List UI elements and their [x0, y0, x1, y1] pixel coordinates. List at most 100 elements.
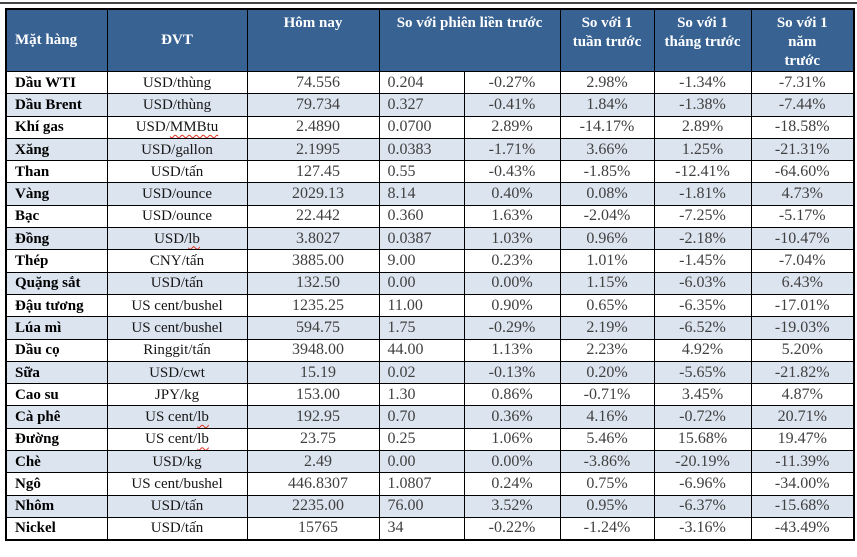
change-pct-value: 1.06%	[463, 427, 561, 452]
change-pct-value: 0.00%	[463, 271, 561, 295]
today-value: 74.556	[246, 70, 380, 95]
today-value: 15.19	[246, 360, 380, 385]
today-value: 2235.00	[246, 494, 380, 518]
change-abs-value: 76.00	[378, 494, 465, 518]
vs-week-value: 2.23%	[559, 338, 655, 362]
change-abs-value: 0.327	[378, 93, 465, 117]
vs-year-value: 6.43%	[750, 271, 855, 295]
table-body: Dầu WTI USD/thùng 74.556 0.204 -0.27% 2.98% -1…	[5, 70, 855, 541]
table-row: Nhôm USD/tấn 2235.00 76.00 3.52% 0.95% -6.37% -…	[5, 494, 855, 518]
today-value: 15765	[246, 516, 380, 541]
vs-week-value: 0.65%	[559, 293, 655, 318]
vs-month-value: -1.81%	[653, 182, 752, 206]
today-value: 127.45	[246, 160, 380, 184]
change-pct-value: 2.89%	[463, 115, 561, 139]
vs-week-value: 4.16%	[559, 405, 655, 429]
today-value: 3885.00	[246, 249, 380, 273]
change-pct-value: 3.52%	[463, 494, 561, 518]
vs-year-value: 19.47%	[750, 427, 855, 452]
today-value: 3948.00	[246, 338, 380, 362]
table-row: Vàng USD/ounce 2029.13 8.14 0.40% 0.08% -1.81%…	[5, 182, 855, 206]
vs-year-value: 4.73%	[750, 182, 855, 206]
vs-year-value: 4.87%	[750, 383, 855, 407]
vs-month-value: -6.52%	[653, 316, 752, 340]
vs-year-value: 5.20%	[750, 338, 855, 362]
vs-month-value: -6.03%	[653, 271, 752, 295]
vs-week-value: 0.96%	[559, 227, 655, 251]
vs-week-value: -1.85%	[559, 160, 655, 184]
vs-month-value: -0.72%	[653, 405, 752, 429]
vs-week-value: -3.86%	[559, 450, 655, 474]
table-row: Đậu tương US cent/bushel 1235.25 11.00 0.90%…	[5, 293, 855, 318]
change-abs-value: 1.0807	[378, 472, 465, 496]
change-pct-value: 1.03%	[463, 227, 561, 251]
vs-month-value: -6.96%	[653, 472, 752, 496]
vs-year-value: -7.31%	[750, 70, 855, 95]
change-abs-value: 0.70	[378, 405, 465, 429]
commodity-name: Dầu WTI	[5, 70, 108, 95]
change-pct-value: 0.36%	[463, 405, 561, 429]
change-abs-value: 0.204	[378, 70, 465, 95]
commodity-name: Dầu Brent	[5, 93, 108, 117]
col-header-vs-week: So với 1 tuần trước	[559, 8, 655, 72]
change-pct-value: 0.40%	[463, 182, 561, 206]
unit-cell: USD/ounce	[106, 182, 248, 206]
commodity-name: Chè	[5, 450, 108, 474]
commodity-name: Ngô	[5, 472, 108, 496]
change-abs-value: 0.0383	[378, 137, 465, 162]
vs-year-value: -7.44%	[750, 93, 855, 117]
vs-month-value: -20.19%	[653, 450, 752, 474]
commodity-name: Đồng	[5, 227, 108, 251]
unit-cell: US cent/lb	[106, 427, 248, 452]
table-row: Dầu cọ Ringgit/tấn 3948.00 44.00 1.13% 2.23% 4…	[5, 338, 855, 362]
table-row: Dầu Brent USD/thùng 79.734 0.327 -0.41% 1.84%…	[5, 93, 855, 117]
commodity-name: Đậu tương	[5, 293, 108, 318]
vs-month-value: -1.38%	[653, 93, 752, 117]
vs-year-value: -11.39%	[750, 450, 855, 474]
unit-cell: US cent/bushel	[106, 293, 248, 318]
change-abs-value: 0.00	[378, 450, 465, 474]
vs-year-value: -19.03%	[750, 316, 855, 340]
today-value: 2.49	[246, 450, 380, 474]
change-pct-value: 0.86%	[463, 383, 561, 407]
today-value: 2.4890	[246, 115, 380, 139]
vs-year-value: -17.01%	[750, 293, 855, 318]
spellcheck-flagged-word: MMBtu	[169, 119, 219, 136]
change-abs-value: 0.55	[378, 160, 465, 184]
commodity-name: Sữa	[5, 360, 108, 385]
vs-month-value: -5.65%	[653, 360, 752, 385]
vs-week-value: 5.46%	[559, 427, 655, 452]
spellcheck-flagged-word: lb	[197, 431, 209, 448]
change-abs-value: 0.360	[378, 204, 465, 229]
vs-month-value: -1.45%	[653, 249, 752, 273]
vs-month-value: 2.89%	[653, 115, 752, 139]
change-pct-value: -0.27%	[463, 70, 561, 95]
unit-cell: USD/thùng	[106, 70, 248, 95]
vs-month-value: -7.25%	[653, 204, 752, 229]
vs-week-value: 1.84%	[559, 93, 655, 117]
commodity-name: Khí gas	[5, 115, 108, 139]
header-row: Mặt hàng ĐVT Hôm nay So với phiên liền t…	[5, 8, 855, 72]
unit-cell: JPY/kg	[106, 383, 248, 407]
vs-year-value: -18.58%	[750, 115, 855, 139]
today-value: 23.75	[246, 427, 380, 452]
table-row: Cà phê US cent/lb 192.95 0.70 0.36% 4.16% -0.7…	[5, 405, 855, 429]
change-pct-value: 0.00%	[463, 450, 561, 474]
today-value: 79.734	[246, 93, 380, 117]
top-rule-line	[0, 2, 857, 4]
change-pct-value: 0.24%	[463, 472, 561, 496]
vs-week-value: 3.66%	[559, 137, 655, 162]
change-pct-value: -0.43%	[463, 160, 561, 184]
today-value: 132.50	[246, 271, 380, 295]
vs-month-value: -3.16%	[653, 516, 752, 541]
vs-week-value: 0.20%	[559, 360, 655, 385]
commodity-name: Vàng	[5, 182, 108, 206]
vs-month-value: 1.25%	[653, 137, 752, 162]
change-pct-value: 0.23%	[463, 249, 561, 273]
vs-month-value: -1.34%	[653, 70, 752, 95]
commodity-name: Nickel	[5, 516, 108, 541]
commodity-name: Cà phê	[5, 405, 108, 429]
change-abs-value: 1.30	[378, 383, 465, 407]
vs-year-value: -5.17%	[750, 204, 855, 229]
table-row: Sữa USD/cwt 15.19 0.02 -0.13% 0.20% -5.65% -21.…	[5, 360, 855, 385]
